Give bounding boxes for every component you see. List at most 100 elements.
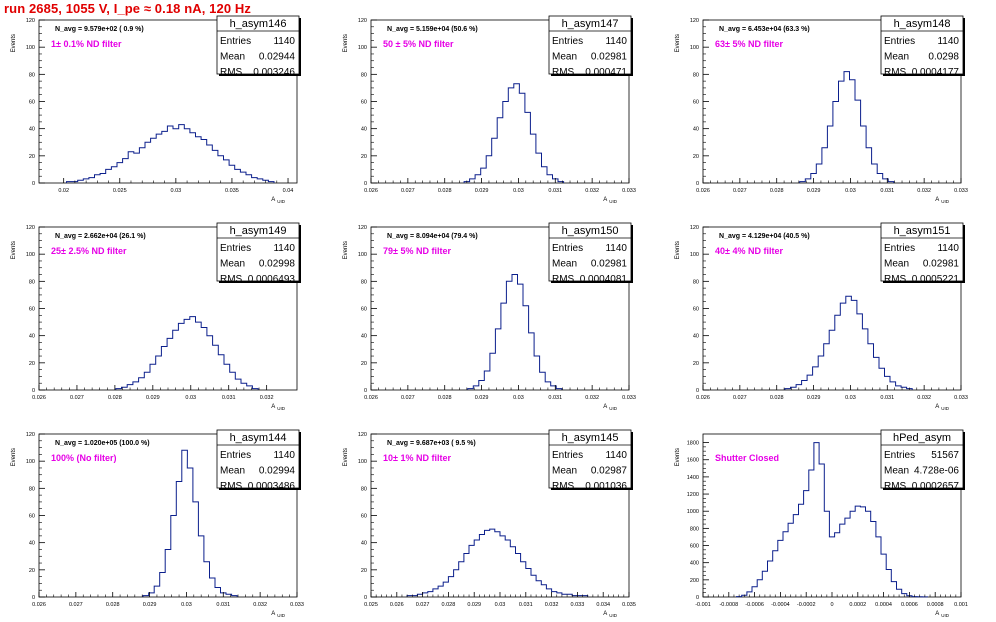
x-tick-label: 0.026 bbox=[32, 395, 46, 401]
x-tick-label: 0.034 bbox=[596, 602, 610, 608]
y-tick-label: 100 bbox=[358, 45, 367, 51]
x-tick-label: 0.032 bbox=[917, 395, 931, 401]
y-tick-label: 20 bbox=[29, 568, 35, 574]
x-axis-title: A UID bbox=[603, 197, 618, 204]
y-tick-label: 120 bbox=[690, 18, 699, 24]
x-tick-label: 0.025 bbox=[364, 602, 378, 608]
navg-box: N_avg = 8.094e+04 (79.4 %) bbox=[385, 231, 513, 240]
stats-key: RMS bbox=[884, 481, 907, 492]
stats-key: Entries bbox=[552, 36, 583, 47]
stats-title: h_asym144 bbox=[230, 432, 287, 444]
x-axis-title: A UID bbox=[271, 611, 286, 618]
stats-value: 0.02981 bbox=[591, 52, 628, 63]
x-tick-label: 0.031 bbox=[880, 188, 894, 194]
y-tick-label: 80 bbox=[29, 486, 35, 492]
y-tick-label: 0 bbox=[696, 181, 699, 187]
histogram-panel-h_asym147: 0.026 0.027 0.028 0.029 0.03 0.031 0.032 0.033 0… bbox=[343, 15, 636, 204]
stats-key: Entries bbox=[552, 450, 583, 461]
y-tick-label: 1800 bbox=[687, 441, 699, 447]
stats-box: hPed_asym Entries 51567 Mean 4.728e-06 RMS 0.0… bbox=[880, 429, 965, 492]
filter-label: 25± 2.5% ND filter bbox=[51, 246, 127, 256]
y-axis-title: Events bbox=[11, 34, 17, 52]
x-tick-label: 0.027 bbox=[401, 188, 415, 194]
stats-value: 1140 bbox=[605, 450, 627, 461]
y-tick-label: 120 bbox=[358, 18, 367, 24]
y-tick-label: 100 bbox=[690, 45, 699, 51]
y-tick-label: 40 bbox=[361, 541, 367, 547]
y-axis-title: Events bbox=[343, 241, 349, 259]
histogram-panel-hPed_asym: -0.001 -0.0008 -0.0006 -0.0004 -0.0002 0 0.000… bbox=[675, 429, 968, 618]
y-tick-label: 1600 bbox=[687, 458, 699, 464]
y-tick-label: 0 bbox=[696, 595, 699, 601]
y-tick-label: 0 bbox=[32, 595, 35, 601]
stats-key: Mean bbox=[552, 259, 577, 270]
x-tick-label: 0.03 bbox=[495, 602, 506, 608]
y-tick-label: 20 bbox=[361, 154, 367, 160]
x-tick-label: 0.03 bbox=[845, 188, 856, 194]
filter-label: 40± 4% ND filter bbox=[715, 246, 783, 256]
x-tick-label: 0.032 bbox=[585, 188, 599, 194]
navg-box: N_avg = 9.687e+03 ( 9.5 %) bbox=[385, 438, 513, 447]
filter-label: 63± 5% ND filter bbox=[715, 39, 783, 49]
navg-box: N_avg = 4.129e+04 (40.5 %) bbox=[717, 231, 845, 240]
x-tick-label: 0.031 bbox=[548, 188, 562, 194]
x-tick-label: 0.0004 bbox=[875, 602, 892, 608]
navg-label: N_avg = 6.453e+04 (63.3 %) bbox=[719, 26, 810, 33]
y-tick-label: 40 bbox=[361, 127, 367, 133]
x-tick-label: 0.025 bbox=[113, 188, 127, 194]
histogram-line bbox=[467, 274, 563, 390]
x-axis-title: A UID bbox=[603, 404, 618, 411]
filter-label: Shutter Closed bbox=[715, 453, 779, 463]
x-tick-label: 0.029 bbox=[807, 188, 821, 194]
x-tick-label: 0.028 bbox=[770, 395, 784, 401]
y-tick-label: 0 bbox=[364, 388, 367, 394]
histogram-panel-h_asym149: 0.026 0.027 0.028 0.029 0.03 0.031 0.032 0 20 40 6… bbox=[11, 222, 301, 411]
histogram-panel-h_asym150: 0.026 0.027 0.028 0.029 0.03 0.031 0.032 0.033 0… bbox=[343, 222, 636, 411]
y-tick-label: 1400 bbox=[687, 475, 699, 481]
stats-value: 0.001036 bbox=[585, 481, 627, 492]
x-tick-label: 0.026 bbox=[364, 188, 378, 194]
histogram-line bbox=[406, 528, 589, 597]
navg-box: N_avg = 2.662e+04 (26.1 %) bbox=[53, 231, 181, 240]
stats-key: Mean bbox=[884, 259, 909, 270]
x-tick-label: 0.028 bbox=[438, 188, 452, 194]
y-tick-label: 20 bbox=[693, 361, 699, 367]
stats-value: 0.02981 bbox=[591, 259, 628, 270]
x-tick-label: -0.0008 bbox=[719, 602, 738, 608]
histogram-panel-h_asym146: 0.02 0.025 0.03 0.035 0.04 0 20 40 60 80 100 120 Eve… bbox=[11, 15, 301, 204]
y-tick-label: 80 bbox=[29, 72, 35, 78]
x-tick-label: 0.033 bbox=[954, 395, 968, 401]
x-tick-label: 0.031 bbox=[519, 602, 533, 608]
y-tick-label: 800 bbox=[690, 526, 699, 532]
y-tick-label: 120 bbox=[26, 18, 35, 24]
stats-value: 0.0004081 bbox=[580, 274, 628, 285]
y-tick-label: 80 bbox=[361, 72, 367, 78]
y-tick-label: 120 bbox=[358, 432, 367, 438]
stats-key: RMS bbox=[552, 274, 575, 285]
stats-box: h_asym145 Entries 1140 Mean 0.02987 RMS 0.0010… bbox=[548, 429, 633, 492]
stats-key: RMS bbox=[884, 274, 907, 285]
x-tick-label: 0.027 bbox=[70, 395, 84, 401]
stats-key: Mean bbox=[884, 466, 909, 477]
stats-value: 1140 bbox=[273, 36, 295, 47]
x-tick-label: 0.027 bbox=[401, 395, 415, 401]
x-tick-label: 0.033 bbox=[954, 188, 968, 194]
x-tick-label: 0.029 bbox=[467, 602, 481, 608]
y-tick-label: 40 bbox=[29, 334, 35, 340]
x-tick-label: 0.029 bbox=[143, 602, 157, 608]
stats-value: 0.02994 bbox=[259, 466, 296, 477]
y-axis-title: Events bbox=[675, 448, 681, 466]
x-tick-label: 0.026 bbox=[32, 602, 46, 608]
stats-value: 0.0006493 bbox=[248, 274, 296, 285]
stats-value: 51567 bbox=[931, 450, 959, 461]
filter-label: 100% (No filter) bbox=[51, 453, 117, 463]
x-tick-label: 0.0008 bbox=[927, 602, 944, 608]
stats-key: Entries bbox=[884, 450, 915, 461]
stats-key: RMS bbox=[220, 274, 243, 285]
x-axis-title: A UID bbox=[271, 197, 286, 204]
navg-label: N_avg = 2.662e+04 (26.1 %) bbox=[55, 233, 146, 240]
stats-box: h_asym146 Entries 1140 Mean 0.02944 RMS 0.0032… bbox=[216, 15, 301, 78]
y-tick-label: 80 bbox=[29, 279, 35, 285]
stats-box: h_asym147 Entries 1140 Mean 0.02981 RMS 0.0004… bbox=[548, 15, 633, 78]
x-tick-label: 0.026 bbox=[696, 395, 710, 401]
